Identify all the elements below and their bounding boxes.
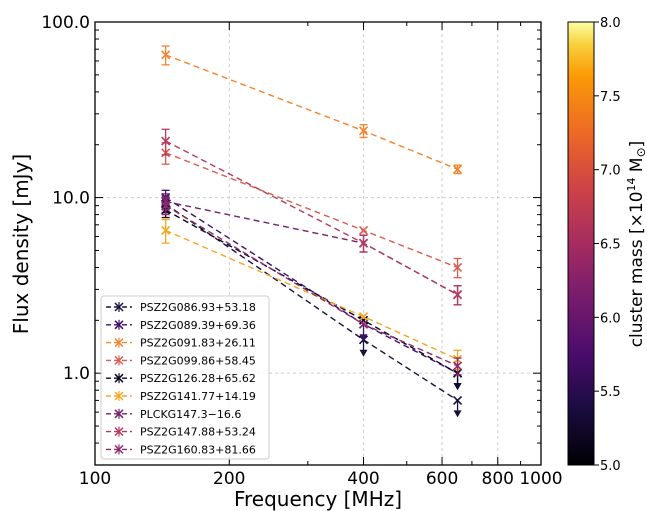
- legend-swatch-marker: [114, 320, 124, 330]
- colorbar-gradient: [567, 21, 595, 466]
- x-axis-label: Frequency [MHz]: [234, 487, 402, 511]
- x-tick-label: 400: [347, 469, 379, 489]
- y-tick-label: 1.0: [63, 364, 90, 384]
- legend-swatch-marker: [114, 355, 124, 365]
- data-point: [161, 50, 171, 60]
- colorbar-label: cluster mass [×1014 M⊙]: [625, 141, 647, 348]
- y-axis-label: Flux density [mJy]: [9, 154, 33, 334]
- colorbar: 5.0 5.5 6.0 6.5 7.0 7.5 8.0 cluster mass [×101…: [567, 16, 647, 474]
- axis-ticks: 100 200 400 600 800 1000 1.0 10.0 100.0: [41, 13, 562, 489]
- legend-label: PSZ2G099.86+58.45: [140, 354, 256, 367]
- x-tick-label: 800: [482, 469, 514, 489]
- y-tick-label: 10.0: [52, 189, 90, 209]
- data-point: [452, 290, 463, 300]
- upper-limit-arrow: [359, 334, 368, 342]
- data-point: [358, 315, 369, 325]
- upper-limit-arrow: [453, 383, 462, 391]
- colorbar-tick-label: 5.5: [600, 385, 621, 400]
- legend-swatch-marker: [114, 391, 124, 401]
- data-point: [161, 225, 171, 236]
- series-line: [165, 140, 458, 296]
- legend-swatch-marker: [114, 427, 124, 437]
- data-point: [358, 238, 369, 248]
- legend-label: PLCKG147.3−16.6: [140, 408, 241, 421]
- upper-limit-arrow: [453, 410, 462, 418]
- colorbar-tick-label: 8.0: [600, 16, 621, 31]
- data-point: [161, 201, 171, 211]
- legend-label: PSZ2G147.88+53.24: [140, 426, 256, 439]
- legend-swatch-marker: [114, 409, 124, 419]
- x-tick-label: 100: [79, 469, 111, 489]
- legend-label: PSZ2G141.77+14.19: [140, 390, 256, 403]
- colorbar-tick-label: 5.0: [600, 459, 621, 474]
- x-tick-label: 1000: [519, 469, 562, 489]
- plot-frame: [94, 21, 542, 466]
- data-point: [452, 262, 463, 273]
- x-tick-label: 600: [426, 469, 458, 489]
- colorbar-tick-label: 7.0: [600, 164, 621, 179]
- legend-label: PSZ2G091.83+26.11: [140, 337, 256, 350]
- legend-label: PSZ2G126.28+65.62: [140, 372, 256, 385]
- data-point: [358, 319, 369, 329]
- legend: PSZ2G086.93+53.18 PSZ2G089.39+69.36 PSZ2G0…: [100, 295, 270, 460]
- data-point: [452, 395, 463, 405]
- legend-box: [100, 295, 270, 460]
- data-point: [161, 136, 171, 146]
- colorbar-ticks: 5.0 5.5 6.0 6.5 7.0 7.5 8.0: [594, 16, 621, 474]
- upper-limit-arrow: [359, 349, 368, 357]
- x-tick-label: 200: [213, 469, 245, 489]
- y-tick-label: 100.0: [41, 13, 90, 33]
- series-line: [165, 209, 458, 374]
- colorbar-tick-label: 7.5: [600, 90, 621, 105]
- colorbar-tick-label: 6.0: [600, 311, 621, 326]
- data-point: [358, 312, 369, 322]
- legend-swatch-marker: [114, 338, 124, 348]
- data-point: [358, 225, 369, 236]
- legend-label: PSZ2G086.93+53.18: [140, 301, 256, 314]
- legend-swatch-marker: [114, 302, 124, 312]
- legend-label: PSZ2G089.39+69.36: [140, 319, 256, 332]
- data-point: [358, 126, 369, 136]
- legend-swatch-marker: [114, 373, 124, 383]
- data-point: [452, 361, 463, 371]
- data-point: [452, 164, 463, 174]
- series-layer: [161, 45, 463, 418]
- legend-swatch-marker: [114, 444, 124, 454]
- legend-label: PSZ2G160.83+81.66: [140, 443, 256, 456]
- colorbar-tick-label: 6.5: [600, 238, 621, 253]
- series-line: [165, 200, 458, 296]
- series-line: [165, 54, 458, 170]
